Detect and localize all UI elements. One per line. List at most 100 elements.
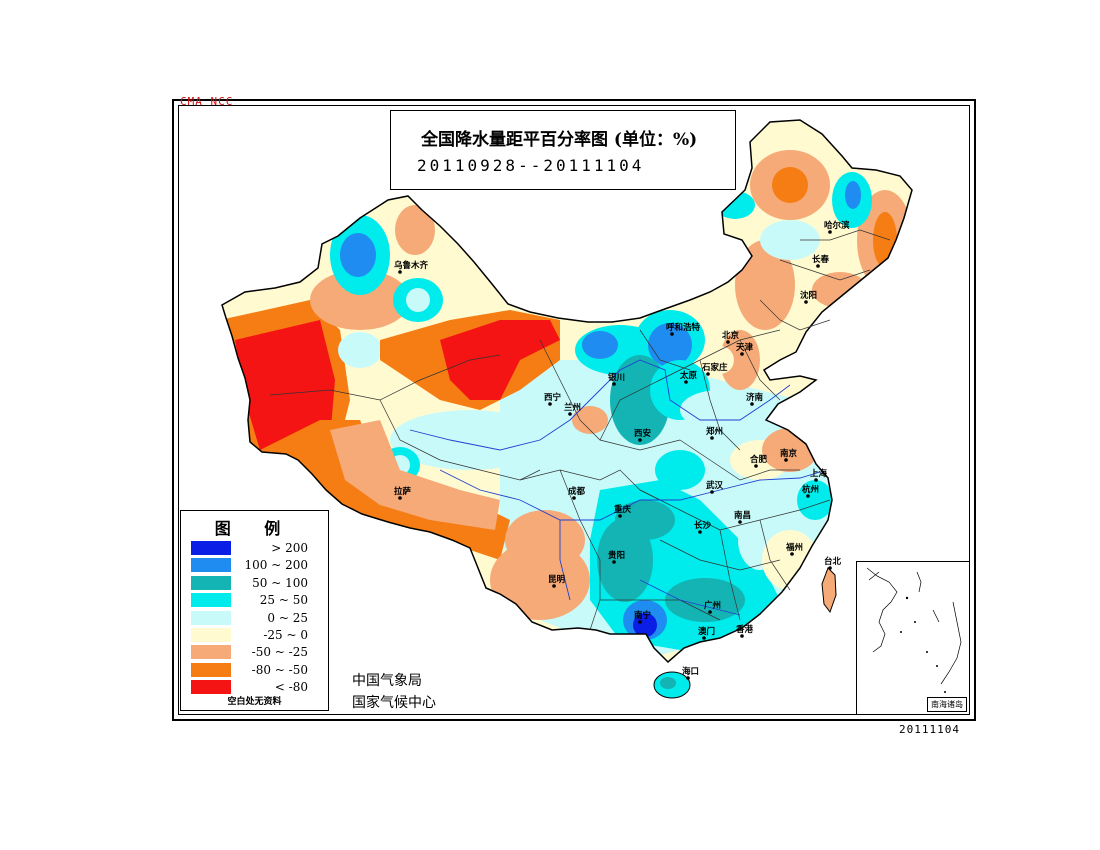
city-marker: 杭州: [802, 484, 819, 498]
city-dot: [740, 634, 744, 638]
city-marker: 南京: [780, 448, 798, 462]
city-marker: 济南: [746, 392, 764, 406]
city-dot: [828, 230, 832, 234]
city-dot: [790, 552, 794, 556]
city-dot: [612, 382, 616, 386]
city-marker: 拉萨: [394, 486, 412, 500]
city-marker: 澳门: [698, 626, 715, 640]
south-china-sea-inset: 南海诸岛: [856, 561, 970, 715]
city-marker: 海口: [682, 666, 699, 680]
city-label: 郑州: [706, 426, 723, 437]
city-label: 昆明: [548, 574, 566, 585]
legend-swatch: [191, 593, 231, 608]
city-marker: 乌鲁木齐: [394, 260, 429, 274]
city-marker: 福州: [785, 542, 803, 556]
taiwan-island: [821, 567, 837, 614]
city-label: 长沙: [694, 520, 712, 531]
city-marker: 天津: [736, 342, 754, 356]
city-marker: 西宁: [544, 392, 562, 406]
agency-cma: 中国气象局: [352, 673, 422, 689]
legend-item: < -80: [191, 680, 326, 696]
city-dot: [398, 270, 402, 274]
legend-swatch: [191, 610, 231, 625]
city-label: 呼和浩特: [666, 322, 701, 333]
inset-map: [866, 567, 962, 693]
city-marker: 哈尔滨: [824, 220, 850, 234]
city-dot: [804, 300, 808, 304]
city-label: 澳门: [698, 626, 715, 637]
city-label: 成都: [568, 486, 586, 497]
map-inner-frame: [178, 105, 970, 715]
map-frame: [172, 99, 976, 721]
city-label: 太原: [679, 370, 698, 381]
agency-mark: CMA NCC: [180, 95, 234, 108]
city-label: 贵阳: [608, 550, 625, 561]
city-dot: [806, 494, 810, 498]
city-marker: 贵阳: [608, 550, 625, 564]
legend-label: -80 ~ -50: [251, 662, 308, 677]
city-label: 兰州: [564, 402, 581, 413]
agency-ncc: 国家气候中心: [352, 695, 436, 711]
city-label: 沈阳: [800, 290, 817, 301]
city-dot: [708, 610, 712, 614]
city-label: 哈尔滨: [824, 220, 850, 231]
legend-item: 25 ~ 50: [191, 593, 326, 609]
city-dot: [706, 372, 710, 376]
city-marker: 太原: [679, 370, 698, 384]
city-label: 长春: [812, 254, 830, 265]
legend-swatch: [191, 662, 231, 677]
date-range: 20110928--20111104: [417, 156, 645, 175]
city-label: 西宁: [544, 392, 562, 403]
legend-label: -50 ~ -25: [251, 645, 308, 660]
city-label: 北京: [722, 330, 740, 341]
city-dot: [738, 520, 742, 524]
city-label: 福州: [785, 542, 803, 553]
city-marker: 银川: [607, 372, 625, 386]
city-dot: [814, 478, 818, 482]
city-dot: [618, 514, 622, 518]
city-dot: [398, 496, 402, 500]
city-label: 广州: [704, 600, 721, 611]
legend-swatch: [191, 575, 231, 590]
city-dot: [670, 332, 674, 336]
legend-title: 图 例: [214, 519, 295, 538]
city-marker: 重庆: [614, 504, 632, 518]
city-label: 武汉: [706, 480, 724, 491]
city-label: 天津: [736, 342, 754, 353]
city-marker: 郑州: [706, 426, 723, 440]
city-label: 石家庄: [701, 362, 728, 373]
legend-swatch: [191, 541, 231, 555]
inset-label: 南海诸岛: [927, 697, 967, 712]
city-marker: 昆明: [548, 574, 566, 588]
city-marker: 沈阳: [800, 290, 817, 304]
city-label: 海口: [682, 666, 699, 677]
city-marker: 广州: [704, 600, 721, 614]
city-label: 台北: [824, 556, 842, 567]
city-label: 上海: [810, 468, 828, 479]
city-dot: [828, 566, 832, 570]
city-label: 香港: [735, 624, 754, 635]
legend-item: -80 ~ -50: [191, 662, 326, 679]
city-dot: [784, 458, 788, 462]
city-marker: 北京: [722, 330, 740, 344]
city-label: 南京: [780, 448, 798, 459]
issue-date: 20111104: [899, 723, 960, 736]
city-dot: [698, 530, 702, 534]
city-dot: [710, 490, 714, 494]
city-marker: 香港: [735, 624, 754, 638]
city-dot: [702, 636, 706, 640]
city-dot: [754, 464, 758, 468]
legend-item: 100 ~ 200: [191, 558, 326, 574]
legend-item: > 200: [191, 541, 326, 557]
city-dot: [740, 352, 744, 356]
city-dot: [572, 496, 576, 500]
map-title: 全国降水量距平百分率图 (单位：%): [421, 130, 698, 150]
legend-item: -25 ~ 0: [191, 628, 326, 644]
city-dot: [684, 380, 688, 384]
city-dot: [568, 412, 572, 416]
legend-label: > 200: [271, 541, 308, 555]
city-label: 合肥: [749, 454, 768, 465]
city-dot: [612, 560, 616, 564]
